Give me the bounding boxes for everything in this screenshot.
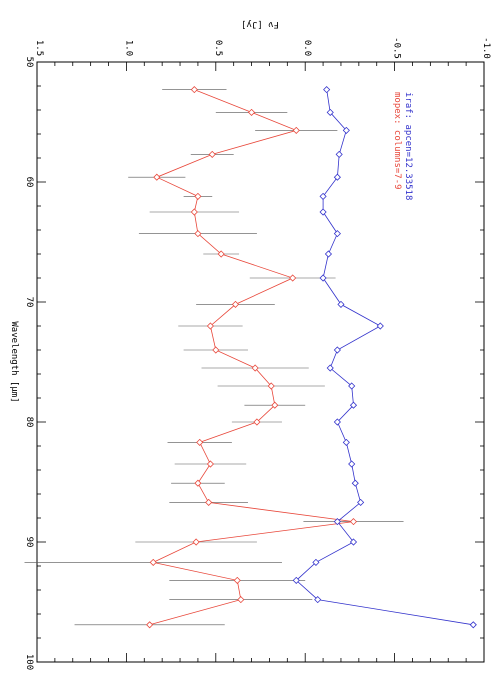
data-point-0 [349,518,358,526]
data-point-1 [348,460,356,468]
x-tick-label: 80 [24,417,34,428]
y-axis-label: Fν [Jy] [241,19,279,29]
data-point-0 [267,382,275,390]
x-axis-label: Wavelength [μm] [9,321,19,402]
data-point-1 [348,382,356,390]
data-point-0 [231,300,240,308]
series-line-0 [149,89,354,626]
data-point-0 [194,192,202,200]
x-tick-label: 50 [24,57,34,68]
data-point-1 [292,576,300,584]
data-point-1 [349,401,358,409]
data-point-1 [319,274,327,282]
data-point-0 [205,498,213,506]
axis-ticks [36,61,485,663]
data-point-1 [333,346,341,354]
data-point-0 [196,438,204,446]
series-line-1 [295,89,474,626]
data-point-0 [212,346,220,354]
data-point-0 [271,401,279,409]
data-point-1 [319,208,327,216]
data-point-0 [253,418,261,426]
data-point-0 [289,274,297,282]
data-point-1 [326,108,334,116]
data-point-1 [333,173,341,181]
data-point-1 [351,479,359,487]
data-point-1 [314,596,322,604]
data-point-1 [357,498,365,506]
data-point-0 [153,173,161,181]
data-point-1 [342,126,350,134]
data-point-0 [190,208,198,216]
data-point-1 [323,86,331,94]
x-tick-label: 100 [24,654,34,670]
plot-frame [36,61,485,663]
data-point-1 [469,621,477,629]
data-point-0 [149,558,157,566]
data-point-1 [333,518,341,526]
data-point-0 [208,150,216,158]
data-point-0 [217,250,225,258]
data-point-0 [237,596,245,604]
data-point-0 [247,108,256,116]
data-point-1 [324,250,333,258]
data-point-1 [349,538,358,546]
data-point-1 [326,364,334,372]
data-point-0 [292,126,300,134]
error-bars [24,89,404,626]
y-tick-label: -1.0 [481,37,491,59]
data-point-1 [337,300,345,308]
x-tick-label: 60 [24,177,34,188]
data-point-1 [333,230,341,238]
x-tick-label: 90 [24,537,34,548]
series-layer [146,86,477,629]
legend-entry-1: iraf: apcen=12.33518 [403,92,413,200]
data-point-1 [333,418,341,426]
data-point-0 [194,230,202,238]
y-tick-label: 0.5 [213,40,223,56]
data-point-0 [233,576,241,584]
data-point-0 [251,364,259,372]
data-point-1 [376,322,384,330]
data-point-0 [206,322,215,330]
data-point-1 [312,558,320,566]
data-point-0 [146,621,154,629]
x-tick-label: 70 [24,297,34,308]
data-point-0 [194,479,202,487]
legend: mopex: columns=7-9 iraf: apcen=12.33518 [392,92,413,200]
legend-entry-0: mopex: columns=7-9 [392,92,402,190]
data-point-0 [190,86,198,94]
data-point-1 [342,438,350,446]
y-tick-label: 0.0 [302,40,312,56]
data-point-1 [319,192,327,200]
y-tick-label: 1.0 [123,40,133,56]
data-point-0 [192,538,200,546]
tick-labels: 50 60 70 80 90 100 -1.0 -0.5 0.0 0.5 1.0 1.5 [24,37,491,670]
data-point-1 [335,150,343,158]
data-point-0 [206,460,215,468]
y-tick-label: 1.5 [34,40,44,56]
y-tick-label: -0.5 [392,37,402,59]
